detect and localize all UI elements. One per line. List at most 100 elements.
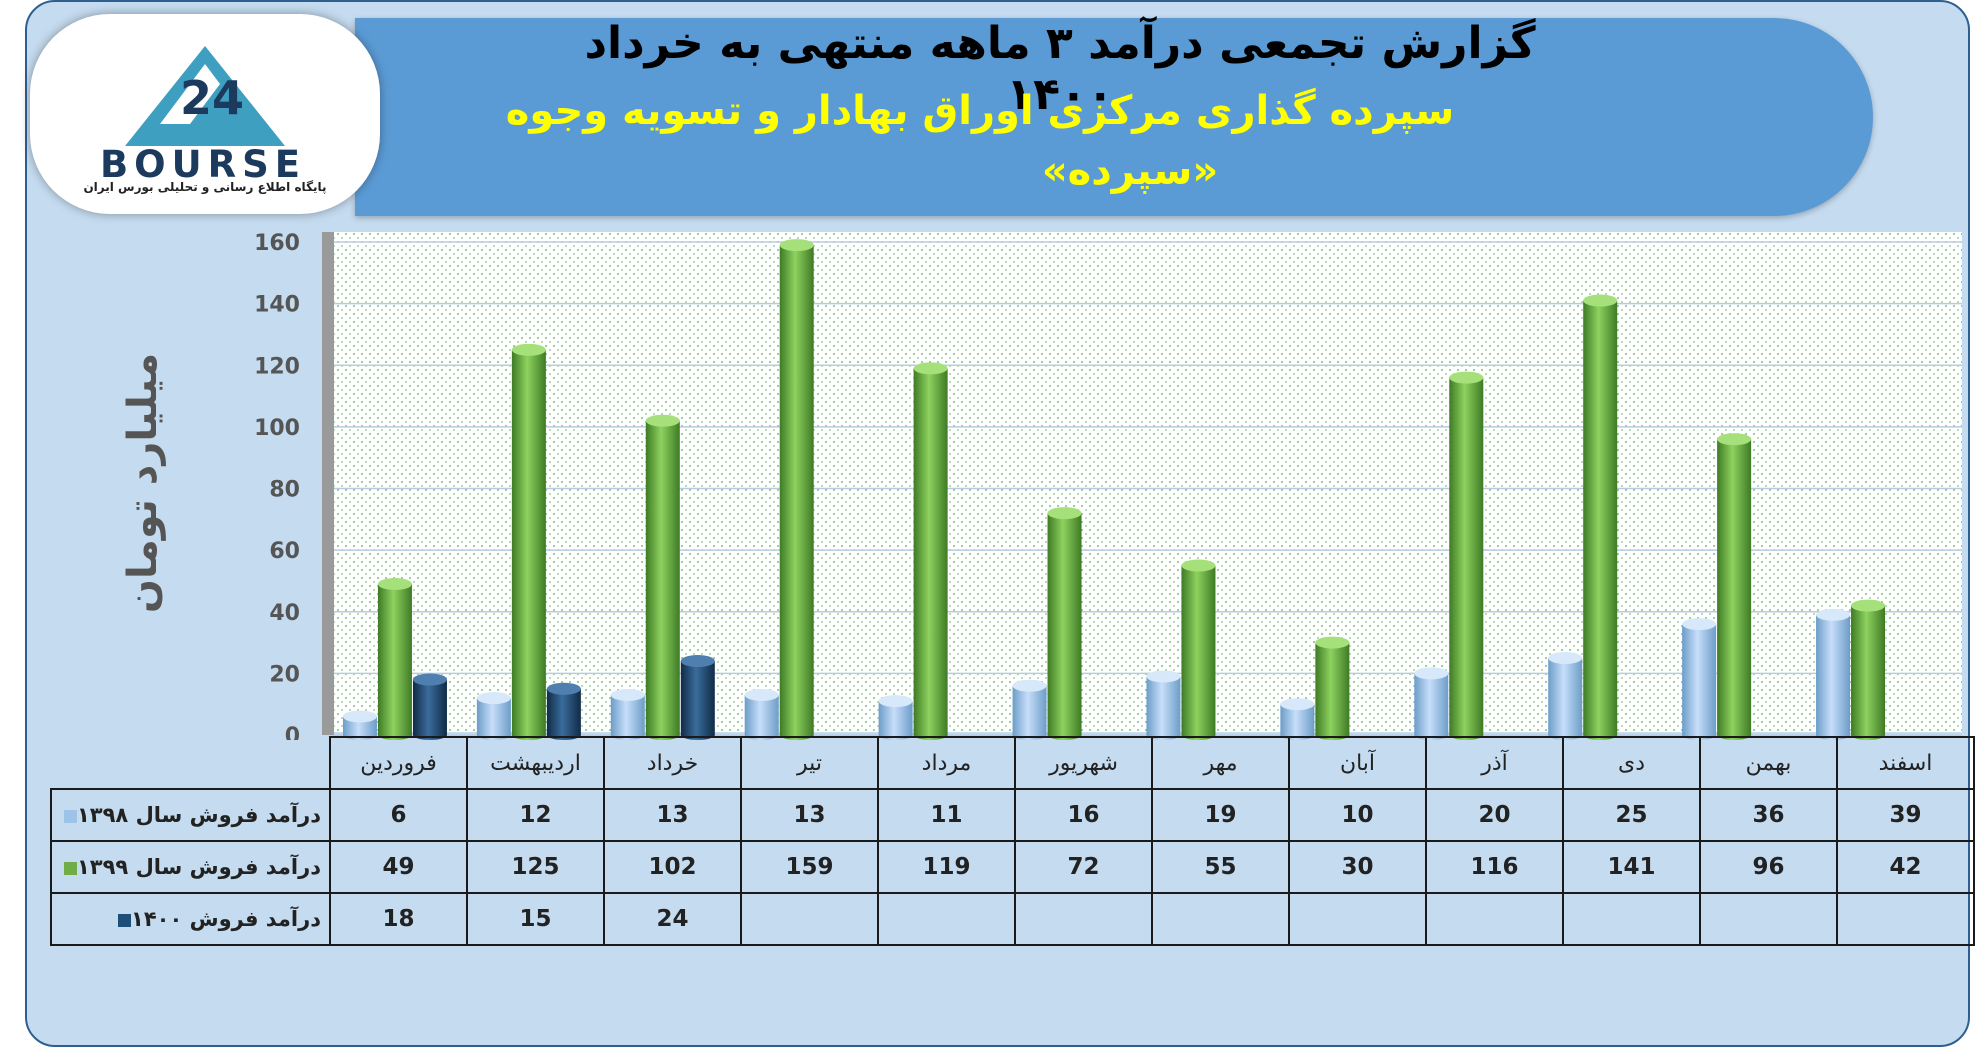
bar-cap-2-4 (779, 239, 814, 252)
gridlines (330, 241, 1962, 736)
y-tick-label: 0 (285, 724, 300, 740)
logo-wordmark: BOURSE (99, 143, 307, 186)
series-name: درآمد فروش سال ۱۳۹۹ (76, 855, 321, 879)
table-cell: 16 (1014, 788, 1153, 842)
category-label: اسفند (1836, 736, 1975, 790)
table-cell: 30 (1288, 840, 1427, 894)
bar-cap-1-2 (476, 692, 511, 705)
table-cell (1562, 892, 1701, 946)
table-cell: 10 (1288, 788, 1427, 842)
table-cell: 119 (877, 840, 1016, 894)
bar-2-12 (1851, 605, 1886, 735)
table-cell (1288, 892, 1427, 946)
bar-2-2 (511, 349, 546, 735)
bar-cap-2-1 (377, 578, 412, 591)
table-cell: 15 (466, 892, 605, 946)
category-label: بهمن (1699, 736, 1838, 790)
table-cell: 11 (877, 788, 1016, 842)
report-subtitle-short: «سپرده» (1041, 148, 1219, 194)
bar-2-9 (1449, 377, 1484, 735)
bar-1-12 (1816, 614, 1851, 735)
bar-1-7 (1146, 676, 1181, 735)
bar-cap-1-1 (342, 710, 377, 723)
series-label: درآمد فروش ۱۴۰۰ (50, 892, 331, 946)
table-cell: 141 (1562, 840, 1701, 894)
bar-1-9 (1414, 673, 1449, 735)
table-cell (740, 892, 879, 946)
y-tick-label: 120 (254, 354, 300, 379)
bar-cap-2-7 (1181, 559, 1216, 572)
table-cell: 25 (1562, 788, 1701, 842)
table-cell: 159 (740, 840, 879, 894)
logo-tagline: پایگاه اطلاع رسانی و تحلیلی بورس ایران (83, 180, 327, 194)
y-axis: 0 20 40 60 80 100 120 140 160 (254, 231, 334, 740)
bar-2-10 (1583, 300, 1618, 735)
table-row: درآمد فروش سال ۱۳۹۸ 6 12 13 13 11 16 19 10 20 25 36… (50, 788, 1975, 842)
bar-cap-2-12 (1851, 599, 1886, 612)
table-cell: 49 (329, 840, 468, 894)
bar-cap-3-2 (546, 682, 581, 695)
bar-cap-2-10 (1583, 294, 1618, 307)
bar-cap-1-10 (1548, 651, 1583, 664)
bar-1-10 (1548, 657, 1583, 735)
category-label: مهر (1151, 736, 1290, 790)
bar-3-1 (412, 679, 447, 735)
bar-3-2 (546, 688, 581, 735)
table-cell: 18 (329, 892, 468, 946)
table-cell: 42 (1836, 840, 1975, 894)
table-cell (1151, 892, 1290, 946)
24-triangle-logo-icon: 24 (125, 46, 285, 146)
category-label: آذر (1425, 736, 1564, 790)
table-corner (51, 737, 331, 790)
table-cell: 20 (1425, 788, 1564, 842)
bar-chart: 0 20 40 60 80 100 120 140 160 (254, 231, 1962, 740)
bar-cap-2-8 (1315, 636, 1350, 649)
bar-cap-1-3 (610, 688, 645, 701)
bar-1-3 (610, 694, 645, 735)
report-title: گزارش تجمعی درآمد ۳ ماهه منتهی به خرداد … (584, 18, 1536, 120)
series-label: درآمد فروش سال ۱۳۹۸ (50, 788, 331, 842)
table-cell: 13 (740, 788, 879, 842)
table-cell: 12 (466, 788, 605, 842)
bar-cap-1-7 (1146, 670, 1181, 683)
bar-cap-1-9 (1414, 667, 1449, 680)
y-tick-label: 60 (269, 539, 300, 564)
bar-2-5 (913, 368, 948, 735)
bar-2-6 (1047, 513, 1082, 735)
category-label: اردیبهشت (466, 736, 605, 790)
bar-2-3 (645, 420, 680, 735)
legend-swatch (118, 913, 132, 927)
category-label: تیر (740, 736, 879, 790)
bourse-logo: 24 (30, 14, 380, 214)
bar-cap-1-8 (1280, 698, 1315, 711)
table-header-row: فروردین اردیبهشت خرداد تیر مرداد شهریور مهر آبا… (51, 736, 1975, 790)
y-tick-label: 160 (254, 231, 300, 256)
bar-cap-1-11 (1682, 618, 1717, 631)
bar-cap-3-1 (412, 673, 447, 686)
table-cell: 24 (603, 892, 742, 946)
y-tick-label: 80 (269, 478, 300, 503)
header-banner (355, 18, 1873, 216)
y-tick-label: 40 (269, 601, 300, 626)
bar-2-11 (1717, 439, 1752, 735)
bar-2-1 (377, 584, 412, 735)
table-cell: 36 (1699, 788, 1838, 842)
series-name: درآمد فروش ۱۴۰۰ (131, 907, 321, 931)
y-tick-label: 100 (254, 416, 300, 441)
table-cell: 116 (1425, 840, 1564, 894)
table-cell: 72 (1014, 840, 1153, 894)
legend-swatch (63, 861, 77, 875)
y-tick-label: 140 (254, 293, 300, 318)
bar-2-8 (1315, 642, 1350, 735)
table-cell: 39 (1836, 788, 1975, 842)
legend-swatch (63, 809, 77, 823)
bar-cap-1-6 (1012, 679, 1047, 692)
table-row: درآمد فروش سال ۱۳۹۹ 49 125 102 159 119 72 55 30 1… (50, 840, 1975, 894)
y-axis-wall (322, 232, 334, 735)
y-tick-label: 20 (269, 662, 300, 687)
table-cell (1014, 892, 1153, 946)
table-cell: 102 (603, 840, 742, 894)
bar-cap-2-5 (913, 362, 948, 375)
table-cell (1425, 892, 1564, 946)
series-name: درآمد فروش سال ۱۳۹۸ (76, 803, 321, 827)
